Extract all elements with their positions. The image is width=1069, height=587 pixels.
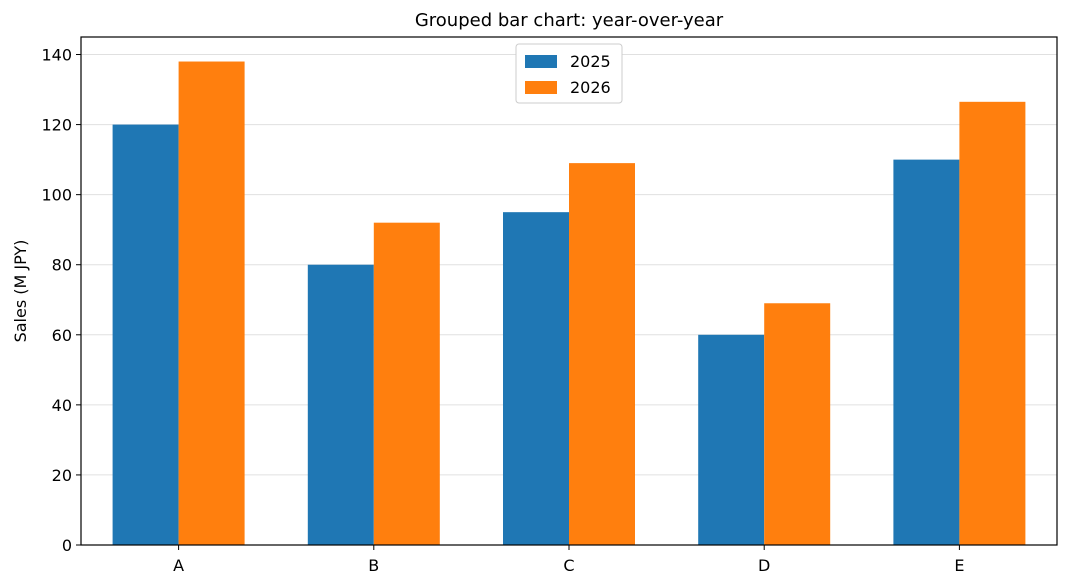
x-tick-label: C: [563, 556, 574, 575]
y-tick-label: 140: [41, 46, 72, 65]
bar-2025-E: [893, 159, 960, 545]
bar-2025-D: [698, 334, 765, 545]
bar-2026-A: [178, 61, 245, 545]
bar-2025-B: [307, 264, 374, 545]
y-axis: 0 20 40 60 80 100 120 140: [41, 46, 81, 555]
y-tick-label: 80: [52, 256, 72, 275]
bar-2026-B: [373, 222, 440, 546]
legend-swatch-2026: [525, 81, 557, 94]
y-tick-label: 40: [52, 396, 72, 415]
x-tick-label: A: [173, 556, 184, 575]
legend-label-2025: 2025: [570, 52, 611, 71]
y-tick-label: 20: [52, 466, 72, 485]
x-tick-label: E: [954, 556, 964, 575]
bar-2025-A: [112, 124, 179, 545]
bar-2026-D: [764, 303, 831, 545]
bar-2025-C: [503, 212, 569, 545]
legend-label-2026: 2026: [570, 78, 611, 97]
x-tick-label: B: [368, 556, 379, 575]
y-axis-label: Sales (M JPY): [11, 240, 30, 343]
y-tick-label: 100: [41, 186, 72, 205]
legend-swatch-2025: [525, 55, 557, 68]
y-tick-label: 120: [41, 116, 72, 135]
bar-2026-E: [959, 101, 1026, 546]
bar-2026-C: [569, 163, 635, 545]
legend: 2025 2026: [515, 43, 623, 104]
y-tick-label: 0: [62, 536, 72, 555]
y-tick-label: 60: [52, 326, 72, 345]
bars: [112, 61, 1026, 546]
x-axis: A B C D E: [173, 545, 964, 575]
x-tick-label: D: [758, 556, 770, 575]
chart-title: Grouped bar chart: year-over-year: [415, 10, 724, 31]
